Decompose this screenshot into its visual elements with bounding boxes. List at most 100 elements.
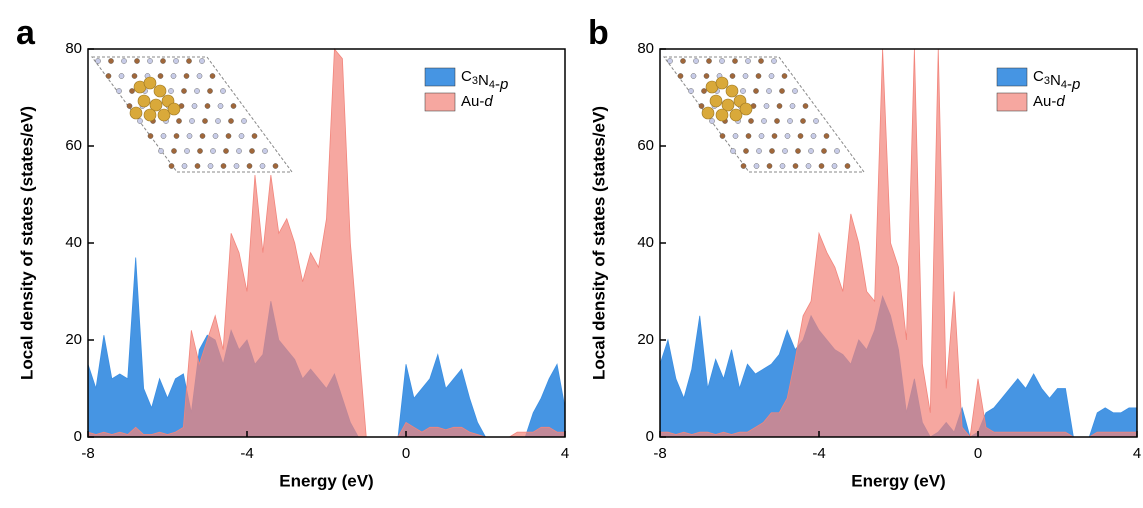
inset-atom: [755, 73, 762, 79]
legend-label: C3N4-p: [1033, 68, 1080, 93]
inset-atom: [732, 58, 738, 64]
inset-atom: [158, 148, 164, 154]
inset-gold-atom: [143, 76, 157, 90]
inset-atom: [121, 58, 127, 64]
inset-gold-atom: [167, 102, 181, 116]
inset-atom: [170, 73, 177, 79]
inset-atom: [693, 58, 699, 64]
inset-atom: [787, 118, 793, 124]
y-tick-label: 80: [637, 40, 654, 57]
inset-atom: [823, 133, 830, 139]
inset-atom: [238, 133, 245, 139]
inset-atom: [134, 58, 140, 64]
inset-atom: [160, 133, 167, 139]
legend-swatch: [996, 92, 1028, 112]
inset-atom: [228, 118, 234, 124]
inset-atom: [189, 118, 195, 124]
inset-atom: [191, 103, 198, 109]
y-tick-label: 60: [65, 137, 82, 154]
inset-atom: [774, 118, 780, 124]
inset-atom: [730, 148, 736, 154]
inset-gold-atom: [153, 84, 167, 98]
inset-atom: [802, 103, 809, 109]
inset-atom: [758, 58, 764, 64]
inset-cell: [91, 56, 293, 173]
y-axis-label: Local density of states (states/eV): [589, 106, 608, 380]
inset-atom: [703, 73, 710, 79]
inset-atom: [183, 73, 190, 79]
inset-atom: [792, 88, 798, 94]
inset-atom: [108, 58, 114, 64]
y-tick-label: 40: [65, 234, 82, 251]
inset-atom: [732, 133, 739, 139]
inset-atom: [209, 73, 216, 79]
inset-atom: [105, 73, 112, 79]
x-axis-label: Energy (eV): [851, 471, 945, 490]
inset-gold-atom: [129, 106, 143, 120]
inset-gold-atom: [721, 98, 735, 112]
inset-atom: [95, 58, 101, 64]
inset-atom: [800, 118, 806, 124]
y-tick-label: 40: [637, 234, 654, 251]
inset-atom: [176, 118, 182, 124]
inset-atom: [202, 118, 208, 124]
inset-atom: [766, 163, 773, 169]
inset-atom: [197, 148, 203, 154]
inset-atom: [719, 58, 725, 64]
inset-atom: [776, 103, 783, 109]
inset-atom: [168, 163, 175, 169]
inset-atom: [719, 133, 726, 139]
legend-swatch: [424, 92, 456, 112]
inset-atom: [680, 58, 686, 64]
inset-gold-atom: [149, 98, 163, 112]
inset-atom: [147, 133, 154, 139]
inset-atom: [756, 148, 762, 154]
inset-atom: [160, 58, 166, 64]
x-tick-label: 4: [561, 445, 569, 462]
inset-atom: [210, 148, 216, 154]
inset-atom: [698, 103, 705, 109]
inset-atom: [173, 133, 180, 139]
legend-label: C3N4-p: [461, 68, 508, 93]
x-tick-label: -8: [81, 445, 94, 462]
inset-atom: [743, 148, 749, 154]
inset-atom: [729, 73, 736, 79]
inset-atom: [225, 133, 232, 139]
inset-atom: [677, 73, 684, 79]
y-tick-label: 0: [74, 428, 82, 445]
y-tick-label: 20: [637, 331, 654, 348]
inset-atom: [194, 88, 200, 94]
inset-atom: [784, 133, 791, 139]
inset-atom: [220, 88, 226, 94]
y-tick-label: 60: [637, 137, 654, 154]
inset-atom: [241, 118, 247, 124]
panel-label: a: [16, 14, 36, 52]
inset-atom: [779, 88, 785, 94]
inset-atom: [768, 73, 775, 79]
inset-atom: [813, 118, 819, 124]
y-tick-label: 80: [65, 40, 82, 57]
y-tick-label: 0: [646, 428, 654, 445]
inset-atom: [763, 103, 770, 109]
inset-atom: [181, 163, 188, 169]
inset-atom: [742, 73, 749, 79]
inset-atom: [233, 163, 240, 169]
inset-atom: [805, 163, 812, 169]
inset-atom: [797, 133, 804, 139]
inset-atom: [818, 163, 825, 169]
inset-atom: [766, 88, 772, 94]
inset-atom: [168, 88, 174, 94]
inset-atom: [821, 148, 827, 154]
inset-gold-atom: [143, 108, 157, 122]
inset-atom: [249, 148, 255, 154]
inset-atom: [223, 148, 229, 154]
inset-atom: [690, 73, 697, 79]
inset-atom: [194, 163, 201, 169]
x-axis-label: Energy (eV): [279, 471, 373, 490]
inset-atom: [137, 118, 143, 124]
x-tick-label: 0: [402, 445, 410, 462]
x-tick-label: 4: [1133, 445, 1141, 462]
inset-atom: [272, 163, 279, 169]
